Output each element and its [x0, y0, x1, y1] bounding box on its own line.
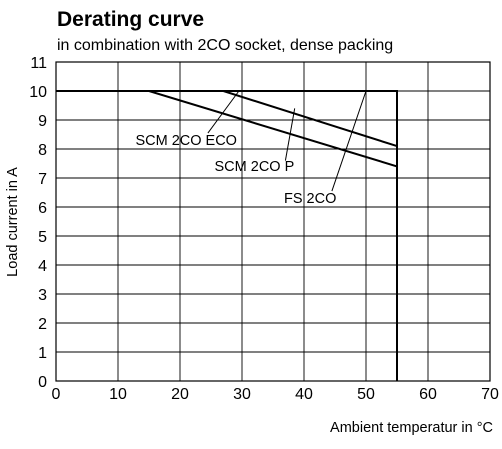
x-tick-label: 20: [171, 386, 189, 403]
series-lines: [56, 90, 398, 381]
series-line-scm-2co-eco: [56, 90, 398, 168]
series-annotation: FS 2CO: [284, 191, 336, 207]
series-annotation: SCM 2CO P: [215, 159, 295, 175]
x-tick-label: 70: [481, 386, 499, 403]
x-tick-label: 0: [52, 386, 61, 403]
x-tick-labels: 0 10 20 30 40 50 60 70: [52, 386, 499, 403]
y-tick-label: 9: [38, 113, 47, 130]
plot-frame: [55, 61, 491, 382]
x-axis-label: Ambient temperatur in °C: [330, 420, 493, 436]
y-tick-label: 2: [38, 316, 47, 333]
series-annotations: SCM 2CO ECO SCM 2CO P FS 2CO: [135, 90, 367, 207]
grid-lines: [56, 62, 490, 381]
x-tick-label: 10: [109, 386, 127, 403]
chart-subtitle: in combination with 2CO socket, dense pa…: [57, 37, 393, 54]
x-tick-label: 60: [419, 386, 437, 403]
y-tick-label: 7: [38, 171, 47, 188]
annotation-leader: [331, 90, 367, 192]
y-tick-label: 6: [38, 200, 47, 217]
y-tick-label: 10: [29, 84, 47, 101]
chart-title: Derating curve: [57, 8, 204, 31]
y-tick-label: 5: [38, 229, 47, 246]
y-axis-label: Load current in A: [5, 167, 21, 277]
y-tick-labels: 0 1 2 3 4 5 6 7 8 9 10 11: [29, 55, 47, 391]
x-tick-label: 50: [357, 386, 375, 403]
y-tick-label: 4: [38, 258, 47, 275]
x-tick-label: 40: [295, 386, 313, 403]
y-tick-label: 1: [38, 345, 47, 362]
y-tick-label: 3: [38, 287, 47, 304]
annotation-leader: [207, 90, 240, 134]
y-tick-label: 0: [38, 374, 47, 391]
annotation-leader: [284, 108, 296, 161]
series-line-fs-2co: [56, 90, 398, 381]
x-tick-label: 30: [233, 386, 251, 403]
y-tick-label: 11: [30, 55, 47, 72]
series-annotation: SCM 2CO ECO: [135, 133, 237, 149]
y-tick-label: 8: [38, 142, 47, 159]
